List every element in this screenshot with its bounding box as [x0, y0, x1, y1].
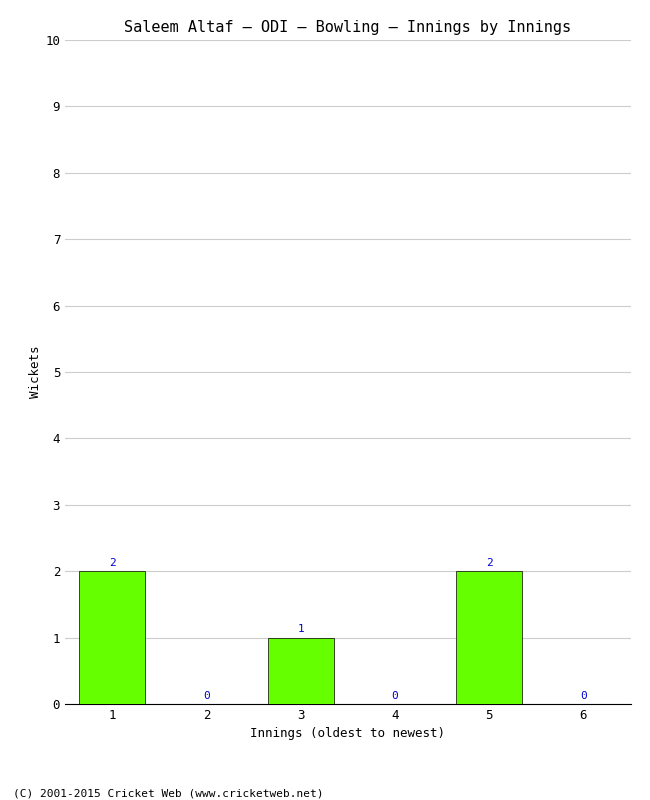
Text: (C) 2001-2015 Cricket Web (www.cricketweb.net): (C) 2001-2015 Cricket Web (www.cricketwe… [13, 788, 324, 798]
Bar [268, 638, 333, 704]
Bar [79, 571, 145, 704]
Bar [456, 571, 522, 704]
Text: 0: 0 [391, 690, 398, 701]
Text: 2: 2 [109, 558, 116, 568]
X-axis label: Innings (oldest to newest): Innings (oldest to newest) [250, 727, 445, 741]
Title: Saleem Altaf – ODI – Bowling – Innings by Innings: Saleem Altaf – ODI – Bowling – Innings b… [124, 20, 571, 34]
Y-axis label: Wickets: Wickets [29, 346, 42, 398]
Text: 0: 0 [203, 690, 210, 701]
Text: 1: 1 [297, 624, 304, 634]
Text: 2: 2 [486, 558, 493, 568]
Text: 0: 0 [580, 690, 587, 701]
